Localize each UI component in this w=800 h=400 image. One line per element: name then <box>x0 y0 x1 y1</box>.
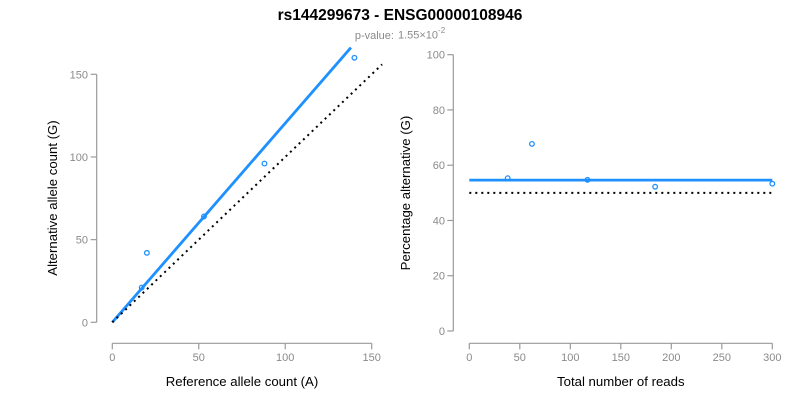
percentage-alternative-y-axis-title: Percentage alternative (G) <box>398 116 413 271</box>
allele-counts-y-tick-label: 100 <box>70 152 88 164</box>
page-title: rs144299673 - ENSG00000108946 <box>277 7 523 24</box>
allele-counts-data-point <box>138 284 145 291</box>
percentage-alternative-x-tick-label: 250 <box>713 352 731 364</box>
percentage-alternative-x-axis-title: Total number of reads <box>557 374 685 389</box>
allele-counts-y-axis-title: Alternative allele count (G) <box>45 120 60 275</box>
percentage-alternative-y-tick-label: 0 <box>439 326 445 338</box>
percentage-alternative-x-tick-label: 50 <box>514 352 526 364</box>
identity-line <box>111 63 383 324</box>
allele-counts-data-point <box>351 54 358 61</box>
allele-counts-x-tick-label: 150 <box>363 352 381 364</box>
percentage-alternative-x-tick-label: 300 <box>763 352 781 364</box>
allele-counts-y-tick-label: 0 <box>82 317 88 329</box>
pvalue-mantissa: 1.55×10 <box>397 29 439 42</box>
percentage-alternative-data-point <box>769 180 776 187</box>
pvalue-label: p-value: <box>354 29 394 42</box>
allele-counts-data-point <box>201 213 207 220</box>
percentage-alternative-x-tick-label: 200 <box>662 352 680 364</box>
allele-counts-x-tick-label: 100 <box>276 352 294 364</box>
pvalue-exponent: -2 <box>438 26 446 35</box>
percentage-alternative-data-point <box>528 140 535 147</box>
allele-counts-y-tick-label: 50 <box>76 235 88 247</box>
percentage-alternative-y-tick-label: 100 <box>427 50 445 62</box>
percentage-alternative-x-tick-label: 150 <box>612 352 630 364</box>
allele-counts-x-axis-title: Reference allele count (A) <box>166 374 318 389</box>
percentage-alternative-y-tick-label: 60 <box>433 160 445 172</box>
fitted-ratio-line <box>111 46 353 324</box>
percentage-alternative-y-tick-label: 20 <box>433 271 445 283</box>
percentage-alternative-x-tick-label: 0 <box>466 352 472 364</box>
allele-counts-data-point <box>143 249 150 256</box>
percentage-alternative-data-point <box>504 175 511 182</box>
percentage-alternative-y-tick-label: 40 <box>433 215 445 227</box>
allele-counts-x-tick-label: 0 <box>109 352 115 364</box>
percentage-alternative-x-tick-label: 100 <box>561 352 579 364</box>
percentage-alternative-y-tick-label: 80 <box>433 105 445 117</box>
allele-counts-y-tick-label: 150 <box>70 69 88 81</box>
allele-counts-x-tick-label: 50 <box>193 352 205 364</box>
allele-counts-data-point <box>261 160 268 167</box>
pvalue-subtitle: p-value: 1.55×10-2 <box>0 26 800 42</box>
percentage-alternative-data-point <box>584 176 591 183</box>
percentage-alternative-data-point <box>652 183 659 190</box>
